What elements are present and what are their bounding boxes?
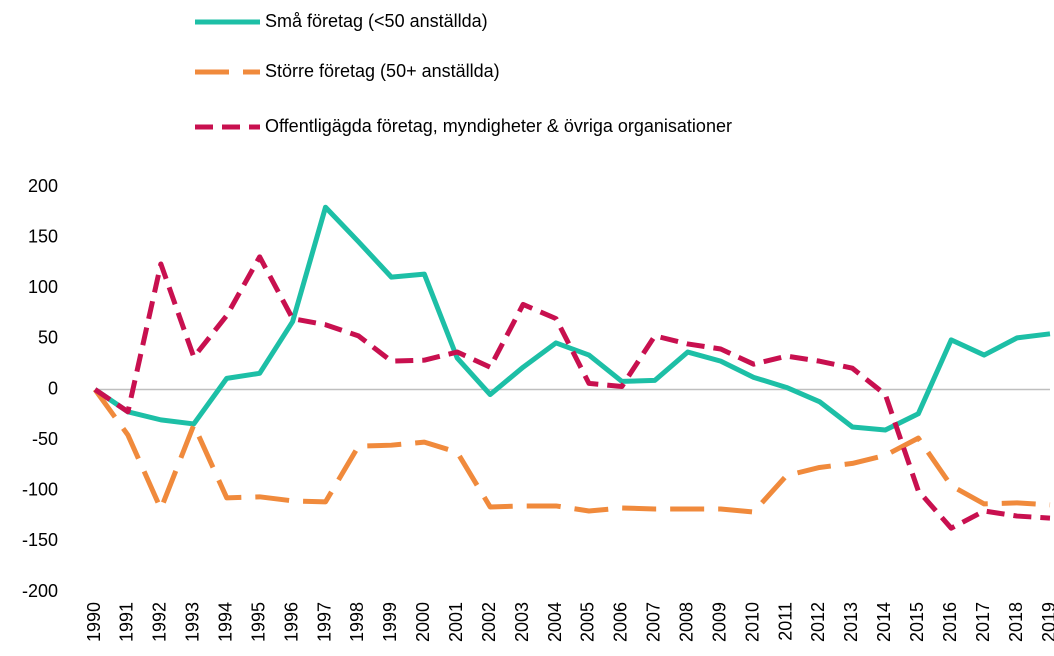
x-tick-label: 2002 <box>479 602 499 642</box>
series-line <box>93 204 1051 433</box>
legend-label: Offentligägda företag, myndigheter & övr… <box>265 116 732 136</box>
x-tick-label: 2000 <box>413 602 433 642</box>
x-tick-label: 2005 <box>578 602 598 642</box>
x-tick-label: 2017 <box>973 602 993 642</box>
legend-label: Små företag (<50 anställda) <box>265 11 488 31</box>
x-tick-label: 2009 <box>709 602 729 642</box>
x-tick-label: 2011 <box>775 602 795 641</box>
x-tick-label: 2003 <box>512 602 532 642</box>
y-tick-label: 200 <box>28 176 58 196</box>
y-tick-label: 100 <box>28 277 58 297</box>
x-tick-label: 2018 <box>1006 602 1026 642</box>
y-tick-label: 50 <box>38 328 58 348</box>
x-tick-label: 2004 <box>545 602 565 642</box>
x-tick-label: 2007 <box>644 602 664 642</box>
x-tick-label: 2014 <box>874 602 894 642</box>
y-tick-label: 0 <box>48 378 58 398</box>
y-tick-label: -100 <box>22 480 58 500</box>
x-tick-label: 2013 <box>841 602 861 642</box>
x-tick-label: 1991 <box>117 602 137 642</box>
legend-label: Större företag (50+ anställda) <box>265 61 500 81</box>
x-tick-label: 1992 <box>150 602 170 642</box>
x-tick-label: 1997 <box>314 602 334 642</box>
x-tick-label: 2008 <box>677 602 697 642</box>
x-tick-label: 2001 <box>446 602 466 642</box>
y-tick-label: -150 <box>22 530 58 550</box>
x-tick-label: 2019 <box>1039 602 1054 642</box>
x-tick-label: 1993 <box>183 602 203 642</box>
x-tick-label: 1990 <box>84 602 104 642</box>
x-tick-label: 1996 <box>281 602 301 642</box>
x-tick-label: 1998 <box>347 602 367 642</box>
series-line <box>93 254 1051 531</box>
x-tick-label: 2006 <box>611 602 631 642</box>
x-tick-label: 1994 <box>215 602 235 642</box>
y-tick-label: -200 <box>22 581 58 601</box>
x-tick-label: 2015 <box>907 602 927 642</box>
x-tick-label: 2012 <box>808 602 828 642</box>
x-tick-label: 1995 <box>248 602 268 642</box>
y-tick-label: -50 <box>32 429 58 449</box>
x-tick-label: 2016 <box>940 602 960 642</box>
x-tick-label: 2010 <box>742 602 762 642</box>
x-tick-label: 1999 <box>380 602 400 642</box>
y-tick-label: 150 <box>28 226 58 246</box>
